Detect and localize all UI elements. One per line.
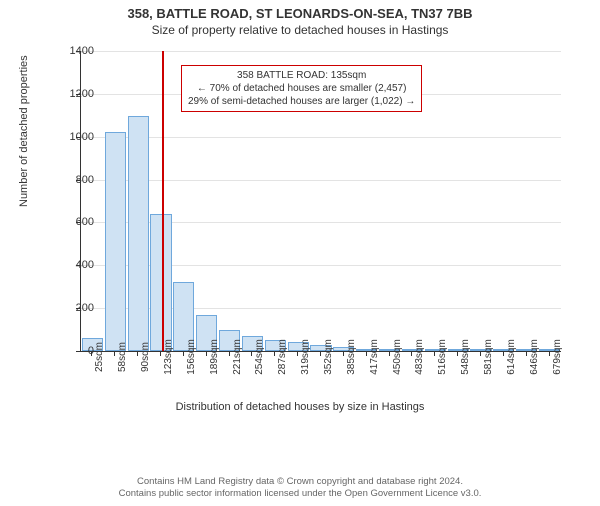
footer-line-2: Contains public sector information licen… <box>0 488 600 500</box>
x-tick-mark <box>434 351 435 356</box>
x-tick-label: 123sqm <box>163 339 174 375</box>
x-tick-mark <box>526 351 527 356</box>
x-tick-label: 417sqm <box>369 339 380 375</box>
x-tick-label: 646sqm <box>529 339 540 375</box>
y-axis-label: Number of detached properties <box>18 55 30 207</box>
x-tick-mark <box>549 351 550 356</box>
x-tick-label: 156sqm <box>186 339 197 375</box>
x-tick-mark <box>160 351 161 356</box>
x-tick-mark <box>91 351 92 356</box>
x-tick-mark <box>114 351 115 356</box>
y-tick-label: 800 <box>44 174 94 186</box>
x-axis-label: Distribution of detached houses by size … <box>20 401 580 413</box>
histogram-bar <box>128 116 149 351</box>
x-tick-label: 319sqm <box>300 339 311 375</box>
x-tick-mark <box>366 351 367 356</box>
x-tick-label: 614sqm <box>506 339 517 375</box>
y-tick-label: 1200 <box>44 88 94 100</box>
histogram-bar <box>105 132 126 351</box>
x-tick-mark <box>137 351 138 356</box>
y-tick-label: 400 <box>44 259 94 271</box>
y-tick-label: 200 <box>44 302 94 314</box>
x-tick-mark <box>320 351 321 356</box>
x-tick-mark <box>503 351 504 356</box>
footer-line-1: Contains HM Land Registry data © Crown c… <box>0 476 600 488</box>
x-tick-label: 483sqm <box>414 339 425 375</box>
x-tick-label: 679sqm <box>552 339 563 375</box>
y-tick-label: 1400 <box>44 45 94 57</box>
x-tick-mark <box>206 351 207 356</box>
page-subtitle: Size of property relative to detached ho… <box>0 23 600 37</box>
x-tick-mark <box>389 351 390 356</box>
x-tick-label: 450sqm <box>392 339 403 375</box>
x-tick-mark <box>343 351 344 356</box>
x-tick-mark <box>183 351 184 356</box>
footer: Contains HM Land Registry data © Crown c… <box>0 476 600 500</box>
annotation-line: 358 BATTLE ROAD: 135sqm <box>188 69 415 82</box>
x-tick-label: 221sqm <box>232 339 243 375</box>
x-tick-label: 189sqm <box>209 339 220 375</box>
x-tick-label: 25sqm <box>94 342 105 372</box>
x-tick-mark <box>297 351 298 356</box>
x-tick-label: 254sqm <box>254 339 265 375</box>
y-tick-label: 600 <box>44 216 94 228</box>
x-tick-mark <box>480 351 481 356</box>
x-tick-label: 548sqm <box>460 339 471 375</box>
chart-container: Number of detached properties 358 BATTLE… <box>20 41 580 421</box>
annotation-box: 358 BATTLE ROAD: 135sqm← 70% of detached… <box>181 65 422 112</box>
x-tick-mark <box>274 351 275 356</box>
annotation-line: 29% of semi-detached houses are larger (… <box>188 95 415 108</box>
gridline <box>81 137 561 138</box>
x-tick-mark <box>251 351 252 356</box>
gridline <box>81 180 561 181</box>
gridline <box>81 51 561 52</box>
x-tick-label: 287sqm <box>277 339 288 375</box>
x-tick-mark <box>229 351 230 356</box>
page-title: 358, BATTLE ROAD, ST LEONARDS-ON-SEA, TN… <box>0 6 600 21</box>
x-tick-label: 581sqm <box>483 339 494 375</box>
x-tick-label: 58sqm <box>117 342 128 372</box>
reference-line <box>162 51 164 351</box>
x-tick-label: 385sqm <box>346 339 357 375</box>
y-tick-label: 1000 <box>44 131 94 143</box>
annotation-line: ← 70% of detached houses are smaller (2,… <box>188 82 415 95</box>
plot-area: 358 BATTLE ROAD: 135sqm← 70% of detached… <box>80 51 561 352</box>
x-tick-label: 90sqm <box>140 342 151 372</box>
x-tick-label: 352sqm <box>323 339 334 375</box>
y-tick-label: 0 <box>44 345 94 357</box>
x-tick-mark <box>411 351 412 356</box>
title-block: 358, BATTLE ROAD, ST LEONARDS-ON-SEA, TN… <box>0 6 600 37</box>
x-tick-label: 516sqm <box>437 339 448 375</box>
x-tick-mark <box>457 351 458 356</box>
